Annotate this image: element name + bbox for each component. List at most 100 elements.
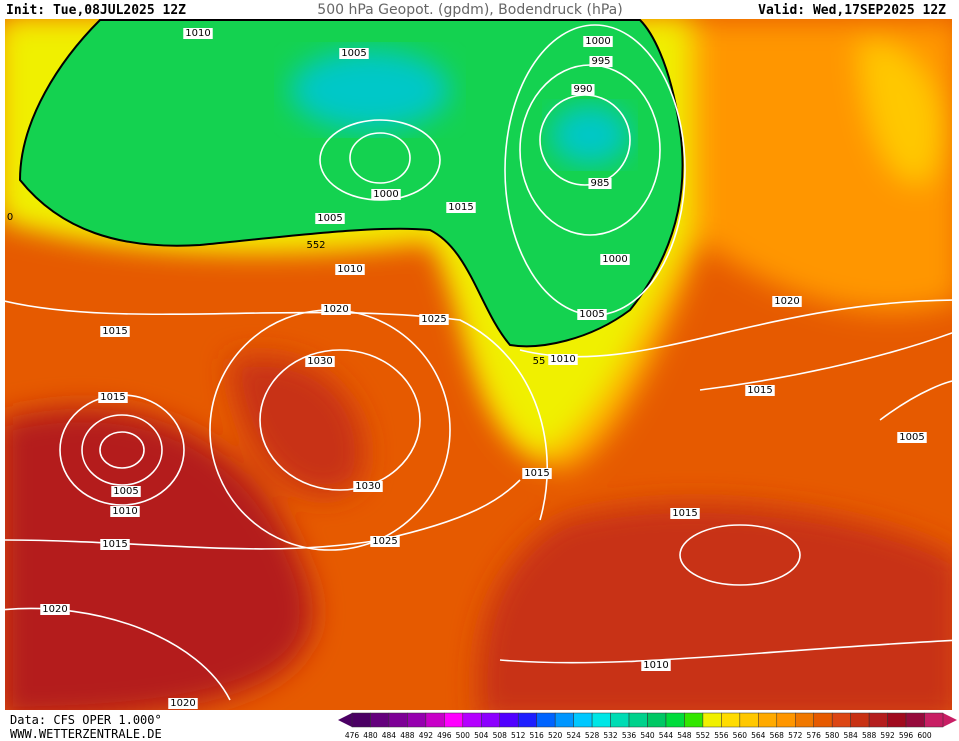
isobar-label: 1000 bbox=[371, 189, 401, 200]
label-background bbox=[446, 202, 476, 213]
isobar-label-text: 1015 bbox=[100, 392, 125, 403]
isobar-label-text: 552 bbox=[306, 240, 325, 251]
isobar-label: 1015 bbox=[745, 385, 775, 396]
isobar-label: 552 bbox=[306, 240, 325, 251]
colorbar-swatch bbox=[407, 712, 427, 728]
label-background bbox=[522, 468, 552, 479]
colorbar-label: 568 bbox=[770, 731, 785, 740]
colorbar-label: 480 bbox=[363, 731, 378, 740]
isobar-label: 1010 bbox=[641, 660, 671, 671]
colorbar-swatch bbox=[721, 712, 741, 728]
label-background bbox=[100, 539, 130, 550]
colorbar-swatch bbox=[388, 712, 408, 728]
colorbar-label: 552 bbox=[696, 731, 711, 740]
isobar-label-text: 1020 bbox=[170, 698, 195, 709]
label-background bbox=[670, 508, 700, 519]
colorbar-label: 476 bbox=[345, 731, 360, 740]
isobar-label: 1015 bbox=[446, 202, 476, 213]
colorbar-label: 544 bbox=[659, 731, 674, 740]
colorbar-label: 536 bbox=[622, 731, 637, 740]
colorbar-swatch bbox=[795, 712, 814, 728]
label-background bbox=[583, 36, 613, 47]
colorbar-label: 600 bbox=[917, 731, 932, 740]
colorbar-label: 520 bbox=[548, 731, 563, 740]
isobar-label: 1015 bbox=[100, 326, 130, 337]
isobar-label-text: 985 bbox=[590, 178, 609, 189]
colorbar-swatch bbox=[831, 712, 851, 728]
colorbar-swatch bbox=[554, 712, 574, 728]
isobar-label: 1010 bbox=[548, 354, 578, 365]
colorbar-swatch bbox=[444, 712, 464, 728]
label-background bbox=[571, 84, 595, 95]
label-background bbox=[371, 189, 401, 200]
isobar-label-text: 1010 bbox=[643, 660, 668, 671]
map-labels: 1010 1005 1000 995 990 985 1000 1005 1015 1010 100… bbox=[7, 28, 927, 709]
isobar-label-text: 1015 bbox=[524, 468, 549, 479]
colorbar-label: 512 bbox=[511, 731, 526, 740]
isobar-label: 0 bbox=[7, 212, 13, 223]
label-background bbox=[315, 213, 345, 224]
label-background bbox=[897, 432, 927, 443]
colorbar-swatch bbox=[591, 712, 611, 728]
label-background bbox=[183, 28, 213, 39]
colorbar-arrow-right bbox=[943, 713, 957, 727]
isobar-label: 1020 bbox=[772, 296, 802, 307]
label-background bbox=[745, 385, 775, 396]
colorbar-swatch bbox=[665, 712, 685, 728]
colorbar-swatch bbox=[905, 712, 925, 728]
valid-time: Valid: Wed,17SEP2025 12Z bbox=[758, 3, 946, 18]
isobar-label-text: 1015 bbox=[102, 326, 127, 337]
isobar-label-text: 1005 bbox=[579, 309, 604, 320]
isobar-label-text: 1030 bbox=[307, 356, 332, 367]
isobar-label-text: 1030 bbox=[355, 481, 380, 492]
isobar-label-text: 1005 bbox=[341, 48, 366, 59]
isobar-label-text: 1020 bbox=[42, 604, 67, 615]
map-title: 500 hPa Geopot. (gpdm), Bodendruck (hPa) bbox=[317, 2, 622, 18]
colorbar-label: 500 bbox=[456, 731, 471, 740]
colorbar-swatch bbox=[462, 712, 482, 728]
isobar-label: 1020 bbox=[40, 604, 70, 615]
colorbar-arrow-left bbox=[338, 713, 352, 727]
label-background bbox=[321, 304, 351, 315]
colorbar-label: 504 bbox=[474, 731, 489, 740]
data-source: Data: CFS OPER 1.000° bbox=[10, 713, 162, 727]
label-background bbox=[641, 660, 671, 671]
label-background bbox=[772, 296, 802, 307]
colorbar-swatch bbox=[758, 712, 778, 728]
label-background bbox=[40, 604, 70, 615]
isobar-label: 1030 bbox=[353, 481, 383, 492]
isobar-label-text: 990 bbox=[573, 84, 592, 95]
colorbar-label: 576 bbox=[807, 731, 822, 740]
label-background bbox=[589, 56, 613, 67]
colorbar-swatch bbox=[776, 712, 796, 728]
colorbar-swatch bbox=[499, 712, 519, 728]
colorbar-label: 484 bbox=[382, 731, 397, 740]
website: WWW.WETTERZENTRALE.DE bbox=[10, 727, 162, 741]
isobar-label: 1010 bbox=[110, 506, 140, 517]
isobar-label: 1015 bbox=[98, 392, 128, 403]
isobar-label-text: 1005 bbox=[113, 486, 138, 497]
colorbar-swatch bbox=[887, 712, 907, 728]
colorbar-swatch bbox=[517, 712, 537, 728]
colorbar-swatch bbox=[868, 712, 888, 728]
label-background bbox=[100, 326, 130, 337]
colorbar-swatch bbox=[425, 712, 445, 728]
isobar-label: 1025 bbox=[419, 314, 449, 325]
isobar-label: 1010 bbox=[183, 28, 213, 39]
colorbar-label: 528 bbox=[585, 731, 600, 740]
colorbar: 476 480 484 488 492 496 500 504 508 512 516 520 524 5… bbox=[338, 712, 957, 740]
isobar-label: 1015 bbox=[670, 508, 700, 519]
colorbar-swatch bbox=[628, 712, 648, 728]
isobar-label-text: 1010 bbox=[185, 28, 210, 39]
isobar-label-text: 1015 bbox=[448, 202, 473, 213]
colorbar-label: 548 bbox=[677, 731, 692, 740]
isobar-label: 1010 bbox=[335, 264, 365, 275]
label-background bbox=[548, 354, 578, 365]
isobar-label-text: 1015 bbox=[102, 539, 127, 550]
isobar-label: 1005 bbox=[339, 48, 369, 59]
isobar-label: 1000 bbox=[583, 36, 613, 47]
isobar-label-text: 1020 bbox=[323, 304, 348, 315]
isobar-label-text: 995 bbox=[591, 56, 610, 67]
label-background bbox=[353, 481, 383, 492]
